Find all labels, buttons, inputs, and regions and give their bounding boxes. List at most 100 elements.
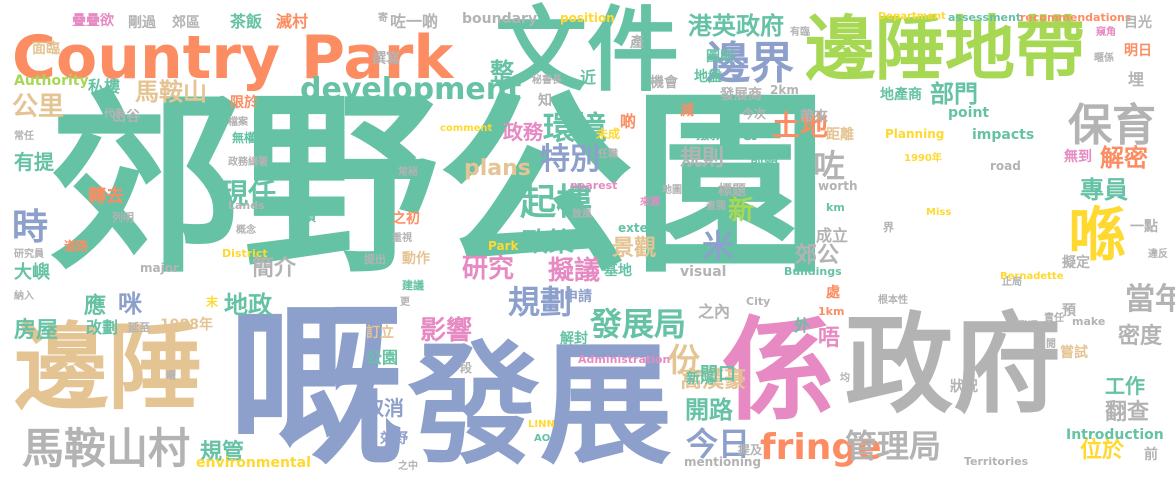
- word: 常任: [14, 131, 34, 142]
- word: 開路: [685, 396, 733, 424]
- word: 整: [490, 58, 514, 86]
- word: 發現: [1018, 321, 1038, 332]
- word: development: [300, 72, 522, 107]
- word: 均: [840, 373, 850, 384]
- word: 土地: [772, 109, 829, 142]
- word: 私樓: [88, 77, 121, 96]
- word: 前: [1144, 447, 1158, 463]
- word: 1988年: [160, 317, 213, 333]
- word: 疊疊欲: [72, 13, 114, 29]
- word: road: [990, 159, 1021, 173]
- word: 景觀: [612, 236, 657, 261]
- word: impacts: [972, 127, 1035, 143]
- word: 影響: [420, 316, 473, 346]
- word: 申請: [564, 289, 592, 305]
- word: 暱係: [1094, 53, 1114, 64]
- word: 取消: [364, 396, 404, 420]
- word: 規管: [200, 440, 245, 465]
- word: 產: [630, 35, 644, 51]
- word: Administration: [578, 353, 671, 366]
- word: 明日: [1124, 43, 1152, 59]
- word: 動作: [402, 251, 430, 267]
- word: extended: [618, 221, 682, 235]
- word: boundary: [462, 11, 538, 27]
- word: 新鴻: [686, 371, 714, 387]
- word: 之中: [398, 461, 418, 472]
- word: 秘書長: [532, 75, 562, 86]
- word: 研究員: [14, 249, 44, 260]
- word: 港英政府: [688, 12, 784, 40]
- word: 管理局: [845, 427, 942, 465]
- word: Buildings: [784, 265, 842, 278]
- word: 距離: [826, 127, 854, 143]
- word: 檔案: [228, 117, 248, 128]
- word: environmental: [196, 455, 311, 471]
- word: 成立: [816, 226, 849, 245]
- word: 無權: [232, 131, 257, 145]
- word: mentioning: [684, 455, 762, 469]
- word: 囤積: [288, 209, 316, 225]
- word: 窩漢豪: [680, 368, 747, 393]
- word: 馬鞍山: [135, 78, 207, 106]
- word: 撰寫: [372, 51, 400, 67]
- word: 門口: [700, 364, 736, 385]
- word: 處: [826, 285, 840, 301]
- word: 列明: [112, 211, 134, 224]
- word: 提出: [364, 253, 386, 266]
- word: 更: [400, 297, 410, 308]
- word: 末: [206, 295, 219, 309]
- word: 今次: [742, 107, 767, 121]
- word: 狀況: [950, 379, 978, 395]
- word: 郊野: [380, 431, 408, 447]
- word: 位於: [1080, 438, 1125, 463]
- word: position: [560, 11, 615, 25]
- word: comment: [440, 123, 493, 134]
- word: 發展局: [590, 305, 687, 343]
- word: point: [948, 105, 990, 121]
- word: 納入: [14, 291, 34, 302]
- word: 違反: [1148, 249, 1168, 260]
- word: 限於: [230, 95, 258, 111]
- word: 擬議: [548, 256, 601, 286]
- word: City: [746, 295, 771, 308]
- word: fringe: [760, 427, 882, 468]
- word: 代表: [104, 109, 124, 120]
- word: 撥款: [696, 127, 724, 143]
- word: 房屋: [14, 318, 59, 343]
- word: 知: [538, 93, 552, 109]
- word: 規則: [680, 146, 725, 171]
- word: LINN: [528, 419, 555, 430]
- word: 滅村: [276, 12, 309, 31]
- word: 建議: [402, 279, 424, 292]
- word: AO: [534, 433, 551, 444]
- word: 應: [84, 294, 107, 319]
- word: 當年: [1125, 282, 1175, 317]
- word: 段: [460, 361, 473, 375]
- word: 保育: [1068, 100, 1156, 151]
- word: 政務: [503, 120, 543, 144]
- word: 剛過: [128, 15, 156, 31]
- word: 唔: [818, 326, 841, 351]
- word: 改劃: [86, 318, 119, 337]
- word: 止局: [1002, 277, 1022, 288]
- word: 喺: [1068, 201, 1127, 269]
- word: 1km: [818, 305, 845, 318]
- word: 地盤: [694, 69, 722, 85]
- word: 預: [1062, 303, 1076, 319]
- word: 部門: [930, 80, 978, 108]
- word: 工作: [1105, 374, 1145, 398]
- word: 目光: [1124, 15, 1152, 31]
- word: 翻查: [1105, 400, 1150, 425]
- word: 前朝: [750, 153, 778, 169]
- word: 郊區: [172, 15, 200, 31]
- word: 提及: [738, 443, 763, 457]
- word: 機會: [650, 75, 678, 91]
- word: 延至: [128, 321, 150, 334]
- word: 概念: [236, 225, 256, 236]
- word: km: [826, 201, 845, 214]
- word: 茶飯: [230, 12, 263, 31]
- word: 研究: [462, 254, 515, 284]
- word: 啲: [620, 112, 637, 131]
- word: 訂立: [366, 325, 394, 341]
